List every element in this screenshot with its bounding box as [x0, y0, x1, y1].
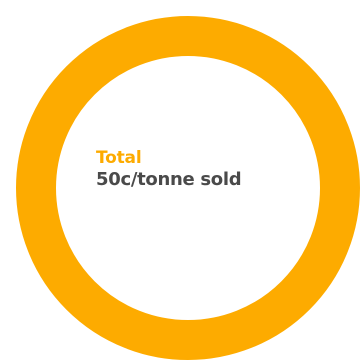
- center-label: Total 50c/tonne sold: [96, 148, 242, 192]
- center-label-title: Total: [96, 148, 142, 168]
- center-label-value: 50c/tonne sold: [96, 169, 242, 191]
- donut-slice-total: [16, 16, 360, 360]
